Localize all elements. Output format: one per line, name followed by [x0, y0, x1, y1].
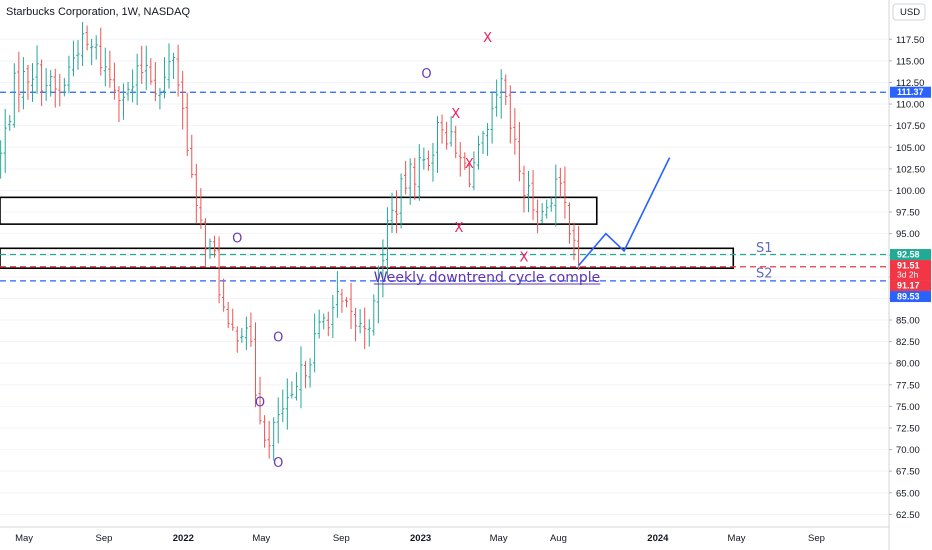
- y-tick-label: 75.00: [896, 402, 920, 413]
- x-marker-5: X: [520, 250, 529, 265]
- x-tick-label: 2024: [647, 533, 669, 544]
- x-tick-label: May: [252, 533, 270, 544]
- y-tick-label: 107.50: [896, 121, 925, 132]
- horizontal-lines-layer: [0, 91, 888, 282]
- x-tick-label: 2022: [173, 533, 194, 544]
- x-marker-0: X: [483, 31, 492, 46]
- x-marker-2: X: [451, 107, 460, 122]
- x-tick-label: May: [490, 533, 508, 544]
- price-tag-label-2: 91.51: [897, 261, 920, 271]
- price-tag-0: [890, 86, 931, 98]
- y-tick-label: 100.00: [896, 186, 925, 197]
- zones-layer: [0, 38, 888, 515]
- price-tag-2: [890, 260, 931, 281]
- x-tick-label: Sep: [333, 533, 350, 544]
- y-tick-label: 72.50: [896, 423, 920, 434]
- y-tick-label: 77.50: [896, 380, 920, 391]
- y-tick-label: 95.00: [896, 229, 920, 240]
- price-tag-label-0: 111.37: [897, 87, 924, 97]
- x-marker-4: X: [454, 221, 463, 236]
- x-tick-label: Sep: [96, 533, 113, 544]
- y-tick-label: 102.50: [896, 164, 925, 175]
- y-tick-label: 62.50: [896, 510, 920, 521]
- y-tick-label: 112.50: [896, 78, 924, 89]
- level-label-s2: S2: [756, 267, 773, 282]
- y-tick-label: 65.00: [896, 488, 920, 499]
- price-tag-3: [890, 280, 931, 292]
- currency-button[interactable]: [892, 3, 926, 21]
- x-marker-3: X: [465, 157, 474, 172]
- x-tick-label: May: [15, 533, 33, 544]
- x-tick-label: Aug: [550, 533, 567, 544]
- y-tick-label: 67.50: [896, 467, 920, 478]
- currency-label: USD: [900, 7, 920, 18]
- o-marker-8: O: [255, 395, 265, 410]
- y-tick-label: 70.00: [896, 445, 920, 456]
- drawings-layer: X O X X X X O O O O S1 S2 Weekly downtrend cycle com…: [232, 31, 772, 471]
- o-marker-7: O: [273, 331, 283, 346]
- price-tag-1: [890, 249, 931, 261]
- price-tag-4: [890, 291, 931, 303]
- price-tag-label-1: 92.58: [897, 250, 920, 260]
- y-tick-label: 97.50: [896, 208, 920, 219]
- o-marker-9: O: [273, 456, 283, 471]
- level-label-s1: S1: [756, 241, 773, 256]
- cycle-note: Weekly downtrend cycle comple: [374, 270, 600, 286]
- x-tick-label: Sep: [808, 533, 825, 544]
- projection-path: [577, 157, 671, 267]
- y-tick-label: 110.00: [896, 100, 924, 111]
- o-marker-6: O: [232, 231, 242, 246]
- x-tick-label: May: [728, 533, 746, 544]
- chart-title: Starbucks Corporation, 1W, NASDAQ: [6, 6, 190, 18]
- price-tag-label-4: 89.53: [897, 292, 920, 302]
- zone-rect-1: [0, 247, 735, 269]
- zone-rect-0: [0, 196, 598, 225]
- y-tick-label: 82.50: [896, 337, 920, 348]
- x-tick-label: 2023: [410, 533, 431, 544]
- y-tick-label: 80.00: [896, 359, 920, 370]
- o-marker-1: O: [421, 67, 431, 82]
- y-tick-label: 115.00: [896, 56, 924, 67]
- price-tag-label-3: 91.17: [897, 281, 920, 291]
- y-tick-label: 105.00: [896, 143, 925, 154]
- y-tick-label: 85.00: [896, 316, 920, 327]
- y-tick-label: 117.50: [896, 35, 924, 46]
- price-tag-countdown-2: 3d 2h: [897, 270, 919, 280]
